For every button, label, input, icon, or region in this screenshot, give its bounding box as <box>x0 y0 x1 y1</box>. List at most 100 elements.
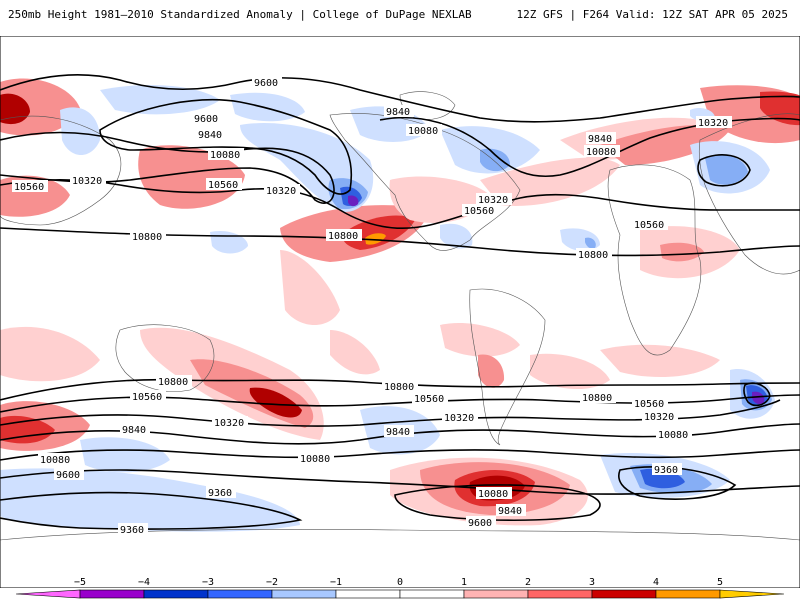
contour-label: 10560 <box>14 182 44 193</box>
contour-label: 9840 <box>198 130 222 141</box>
colorbar-segment <box>399 589 465 599</box>
anomaly-blob <box>600 344 720 377</box>
anomaly-blob <box>480 148 510 172</box>
colorbar-tick: −5 <box>74 577 86 588</box>
coastline-australia <box>115 324 215 392</box>
contour-label: 9840 <box>386 427 410 438</box>
colorbar-segment <box>655 589 721 599</box>
contour-line <box>0 74 800 123</box>
contour-label: 10320 <box>444 413 474 424</box>
contour-label: 10320 <box>644 412 674 423</box>
contour-label: 10080 <box>586 147 616 158</box>
contour-label: 10320 <box>266 186 296 197</box>
contour-label: 10560 <box>132 392 162 403</box>
contour-label: 10320 <box>698 118 728 129</box>
contour-label: 10320 <box>214 418 244 429</box>
colorbar-tick: 5 <box>717 577 723 588</box>
colorbar-legend: −5 −4 −3 −2 −1 0 1 2 3 4 5 <box>15 577 785 599</box>
contour-label: 9600 <box>468 518 492 529</box>
contour-label: 10560 <box>414 394 444 405</box>
contour-label: 10080 <box>658 430 688 441</box>
colorbar-bar <box>15 589 785 599</box>
contour-line <box>0 178 800 230</box>
anomaly-blob <box>280 250 340 325</box>
colorbar-tick: −3 <box>202 577 214 588</box>
colorbar-segment <box>527 589 593 599</box>
anomaly-blob <box>80 437 170 473</box>
colorbar-tick: 3 <box>589 577 595 588</box>
colorbar-segment <box>143 589 209 599</box>
coastline-asia-west <box>0 115 122 226</box>
anomaly-blob <box>0 326 100 382</box>
anomaly-blob <box>0 468 300 532</box>
anomaly-blob <box>478 354 505 388</box>
contour-label: 9360 <box>208 488 232 499</box>
anomaly-blob <box>330 330 380 375</box>
colorbar-segment <box>207 589 273 599</box>
contour-label: 9600 <box>56 470 80 481</box>
anomaly-blob <box>660 242 704 262</box>
contour-line <box>99 99 353 195</box>
contour-label: 10560 <box>464 206 494 217</box>
contour-line <box>0 491 303 530</box>
anomaly-blob <box>530 353 610 390</box>
contour-line <box>0 131 335 204</box>
header: 250mb Height 1981–2010 Standardized Anom… <box>0 0 800 30</box>
anomaly-blob <box>348 195 359 207</box>
anomaly-map: 9600 9600 9840 9840 10080 10080 10560 10… <box>0 36 800 588</box>
contour-label: 10320 <box>478 195 508 206</box>
contour-label: 9840 <box>122 425 146 436</box>
colorbar-tick: 2 <box>525 577 531 588</box>
anomaly-blob <box>440 322 520 357</box>
colorbar-tick-labels: −5 −4 −3 −2 −1 0 1 2 3 4 5 <box>74 577 723 588</box>
contour-label: 10800 <box>578 250 608 261</box>
colorbar-tick: 4 <box>653 577 659 588</box>
contour-label: 9360 <box>120 525 144 536</box>
contour-label: 10080 <box>478 489 508 500</box>
anomaly-blob <box>600 125 730 165</box>
anomaly-blob <box>760 91 800 126</box>
contour-label: 9600 <box>194 114 218 125</box>
positive-anomaly-shading <box>0 78 800 526</box>
contour-labels: 9600 9600 9840 9840 10080 10080 10560 10… <box>12 76 732 536</box>
contour-label: 10800 <box>582 393 612 404</box>
coastline-antarctica <box>0 529 800 541</box>
contour-label: 9840 <box>386 107 410 118</box>
contour-line <box>0 469 800 495</box>
contour-line <box>697 154 751 187</box>
contour-label: 10080 <box>300 454 330 465</box>
contour-line <box>0 449 800 461</box>
anomaly-blob <box>100 85 220 115</box>
colorbar-tick: −1 <box>330 577 342 588</box>
map-title: 250mb Height 1981–2010 Standardized Anom… <box>8 8 472 21</box>
anomaly-blob <box>138 145 245 209</box>
contour-label: 9360 <box>654 465 678 476</box>
anomaly-blob <box>752 391 765 405</box>
colorbar-segment <box>719 589 785 599</box>
contour-label: 10560 <box>208 180 238 191</box>
contour-label: 9840 <box>588 134 612 145</box>
coastline-europe-africa <box>607 164 702 356</box>
contour-line <box>394 484 601 522</box>
contour-label: 10080 <box>210 150 240 161</box>
colorbar-segment <box>591 589 657 599</box>
contour-label: 10560 <box>634 399 664 410</box>
colorbar-segment <box>463 589 529 599</box>
colorbar-tick: −4 <box>138 577 150 588</box>
colorbar-tick: −2 <box>266 577 278 588</box>
anomaly-blob <box>440 223 473 249</box>
anomaly-blob <box>60 107 100 155</box>
colorbar-segment <box>271 589 337 599</box>
contour-label: 9600 <box>254 78 278 89</box>
contour-label: 10800 <box>328 231 358 242</box>
anomaly-blob <box>705 154 748 185</box>
negative-anomaly-shading <box>0 85 775 532</box>
anomaly-blob <box>249 387 302 418</box>
contour-label: 9840 <box>498 506 522 517</box>
anomaly-blob <box>343 215 415 250</box>
contour-label: 10560 <box>634 220 664 231</box>
anomaly-blob <box>365 233 386 245</box>
contour-line <box>0 399 781 427</box>
contour-label: 10800 <box>132 232 162 243</box>
colorbar-tick: 1 <box>461 577 467 588</box>
